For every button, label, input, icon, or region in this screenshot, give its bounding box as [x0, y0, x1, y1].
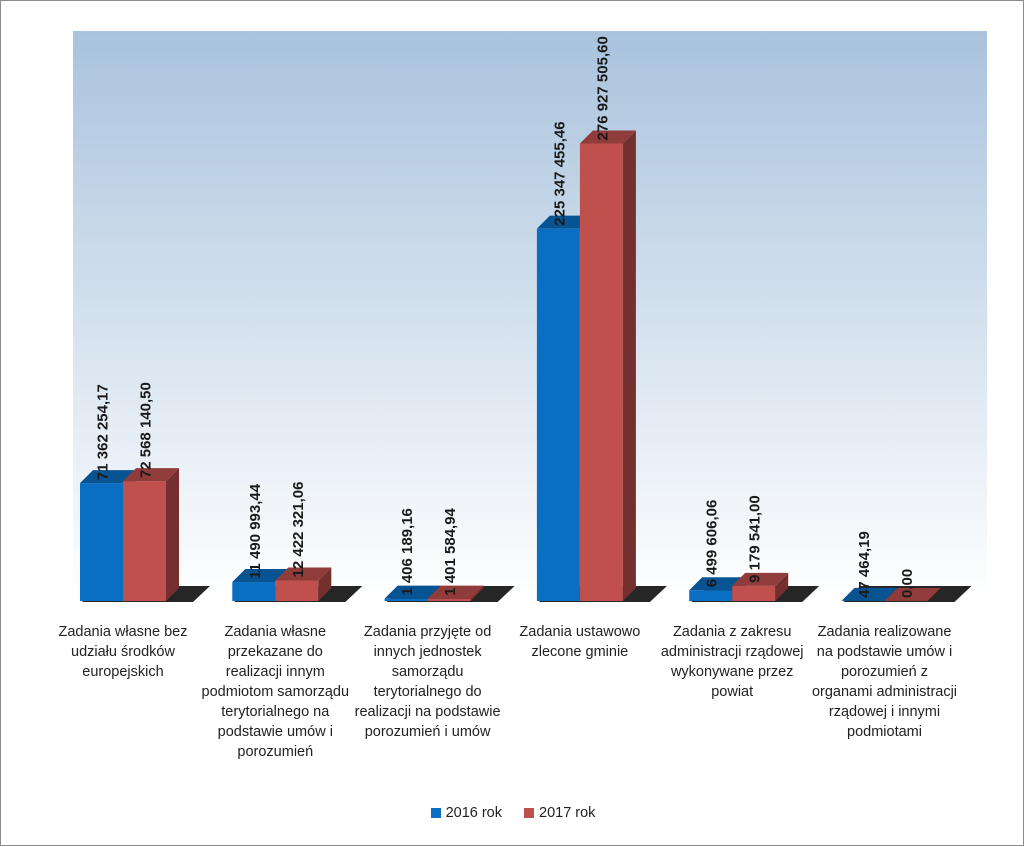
bar-front-face	[80, 483, 123, 601]
bar-front-face	[232, 582, 276, 601]
bar-front-face	[427, 598, 471, 601]
x-tick-label: Zadania własne bez udziału środków europ…	[58, 624, 188, 680]
bar	[427, 585, 484, 601]
bar-top-face	[427, 585, 484, 599]
legend-swatch-2017	[524, 808, 534, 818]
data-label: 225 347 455,46	[551, 121, 568, 225]
bar-top-face	[732, 572, 789, 586]
legend-swatch-2016	[430, 808, 441, 818]
bar-front-face	[275, 580, 319, 601]
bar	[841, 587, 898, 601]
bar	[275, 567, 332, 601]
data-label: 72 568 140,50	[138, 382, 155, 478]
bar-side-face	[622, 130, 636, 602]
data-label: 47 464,19	[856, 531, 873, 598]
data-label: 0,00	[899, 569, 916, 598]
bar-side-face	[775, 572, 789, 601]
bar-front-face	[732, 585, 776, 601]
bar-front-face	[384, 598, 428, 601]
data-label: 1 401 584,94	[442, 507, 459, 595]
bar	[123, 468, 179, 601]
bar-top-face	[689, 577, 746, 591]
bar-top-face	[841, 587, 898, 601]
legend-item-2017: 2017 rok	[524, 805, 595, 821]
data-label: 12 422 321,06	[290, 482, 307, 578]
data-label: 11 490 993,44	[247, 483, 264, 579]
legend: 2016 rok 2017 rok	[1, 805, 1024, 821]
legend-item-2016: 2016 rok	[430, 805, 502, 821]
bar-front-face	[123, 481, 166, 601]
data-label: 71 362 254,17	[95, 384, 112, 480]
bar-front-face	[579, 143, 623, 602]
legend-label-2017: 2017 rok	[539, 805, 596, 821]
x-tick-label: Zadania realizowane na podstawie umów i …	[811, 624, 958, 740]
data-label: 1 406 189,16	[399, 508, 416, 596]
data-label: 276 927 505,60	[594, 36, 611, 140]
x-tick-label: Zadania z zakresu administracji rządowej…	[660, 624, 804, 700]
bar-top-face	[384, 585, 441, 599]
data-label: 6 499 606,06	[704, 500, 721, 588]
bar-top-face	[80, 470, 136, 484]
bar-front-face	[536, 228, 580, 601]
x-tick-label: Zadania ustawowo zlecone gminie	[519, 624, 641, 660]
bar-side-face	[166, 468, 179, 601]
bar-top-face	[123, 468, 179, 482]
bar-top-face	[275, 567, 332, 581]
data-label: 9 179 541,00	[747, 495, 764, 583]
x-tick-label: Zadania przyjęte od innych jednostek sam…	[354, 624, 501, 740]
bar-front-face	[689, 590, 733, 601]
bar	[884, 588, 941, 601]
bar-side-face	[318, 567, 332, 601]
legend-label-2016: 2016 rok	[445, 805, 502, 821]
bar-top-face	[579, 130, 636, 144]
bar-top-face	[232, 569, 289, 583]
bar-side-face	[470, 585, 484, 601]
x-tick-label: Zadania własne przekazane do realizacji …	[201, 624, 350, 760]
plot-area	[73, 31, 987, 602]
bar	[732, 572, 789, 601]
bar-top-face	[884, 588, 941, 601]
bar-top-face	[536, 215, 593, 229]
bar	[579, 130, 636, 602]
